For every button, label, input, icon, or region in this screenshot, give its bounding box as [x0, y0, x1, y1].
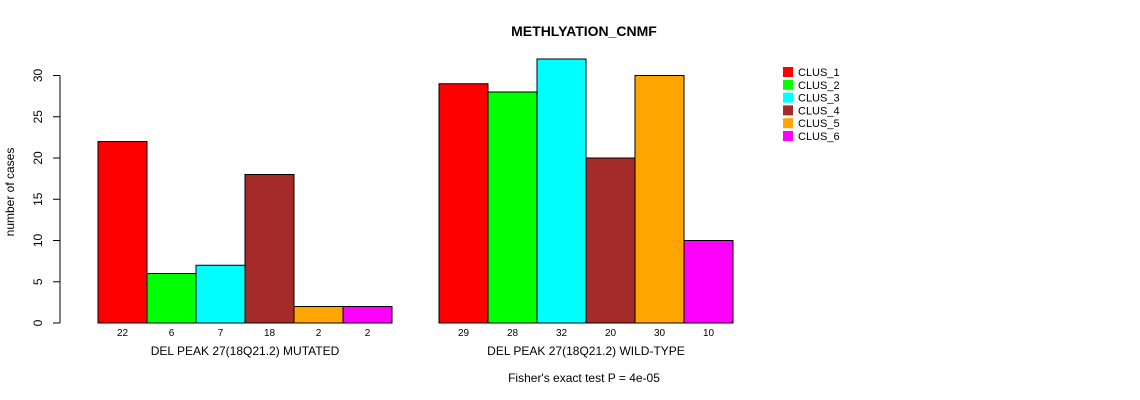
legend-label: CLUS_6: [798, 131, 840, 143]
y-tick-label: 30: [31, 69, 45, 83]
bar-count-label: 18: [264, 328, 276, 339]
legend-swatch: [783, 92, 793, 103]
bar-2-clus-4: [585, 157, 636, 324]
bar-1-clus-4: [244, 174, 295, 324]
bar-count-label: 28: [507, 328, 519, 339]
chart-title: METHLYATION_CNMF: [511, 23, 657, 39]
y-tick-label: 0: [31, 319, 45, 326]
bar-1-clus-1: [97, 141, 148, 324]
legend-label: CLUS_4: [798, 105, 840, 117]
legend-label: CLUS_5: [798, 118, 840, 130]
bar-1-clus-5: [293, 306, 344, 324]
y-tick-label: 15: [31, 192, 45, 206]
bar-1-clus-2: [146, 273, 197, 324]
bar-count-label: 32: [556, 328, 568, 339]
bar-2-clus-1: [438, 83, 489, 324]
bars: [97, 58, 734, 324]
bar-2-clus-5: [634, 75, 685, 324]
bar-count-label: 29: [458, 328, 470, 339]
y-axis-label: number of cases: [3, 148, 17, 237]
y-tick-label: 25: [31, 110, 45, 124]
legend-swatch: [783, 118, 793, 129]
bar-2-clus-3: [536, 58, 587, 324]
legend-swatch: [783, 67, 793, 77]
legend-label: CLUS_1: [798, 67, 840, 79]
bar-count-label: 10: [703, 328, 715, 339]
footnote: Fisher's exact test P = 4e-05: [508, 371, 660, 385]
bar-count-label: 2: [316, 328, 322, 339]
group-label: DEL PEAK 27(18Q21.2) MUTATED: [151, 344, 340, 358]
bar-count-label: 22: [117, 328, 129, 339]
bar-2-clus-2: [487, 91, 538, 324]
bar-count-label: 6: [169, 328, 175, 339]
y-tick-label: 5: [31, 278, 45, 285]
bar-1-clus-3: [195, 264, 246, 324]
bar-count-label: 20: [605, 328, 617, 339]
bar-count-label: 30: [654, 328, 666, 339]
bar-count-label: 7: [218, 328, 224, 339]
legend-swatch: [783, 131, 793, 141]
y-axis: 0 5 10 15 20 25 30: [31, 69, 61, 326]
bar-2-clus-6: [683, 240, 734, 324]
y-tick-label: 20: [31, 151, 45, 165]
bar-1-clus-6: [342, 306, 393, 324]
legend-label: CLUS_3: [798, 93, 840, 105]
bar-count-label: 2: [365, 328, 371, 339]
group-label: DEL PEAK 27(18Q21.2) WILD-TYPE: [487, 344, 685, 358]
y-tick-label: 10: [31, 234, 45, 248]
legend-swatch: [783, 79, 793, 90]
legend-label: CLUS_2: [798, 80, 840, 92]
legend-swatch: [783, 105, 793, 116]
